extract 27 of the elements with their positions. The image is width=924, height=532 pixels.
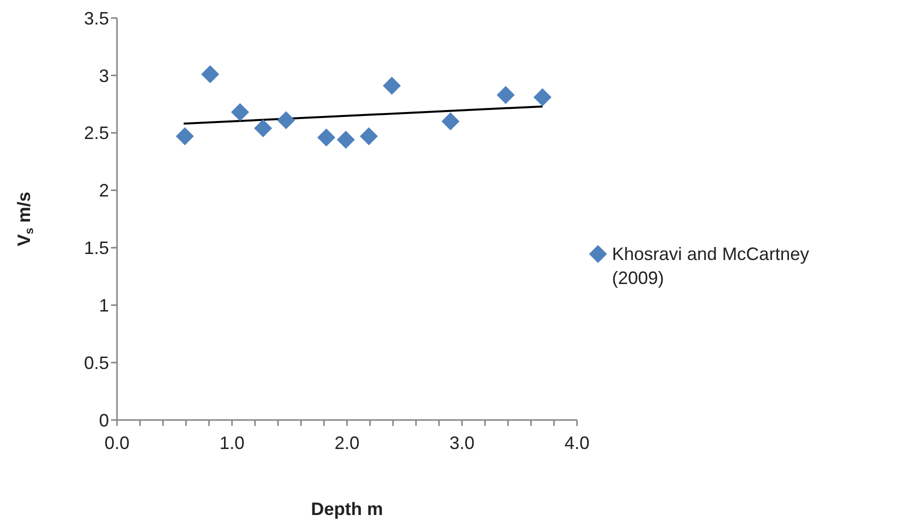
point [496, 86, 515, 104]
y-tick-label: 0.5 [84, 352, 109, 373]
y-tick-label: 2.5 [84, 123, 109, 144]
y-tick-label: 0 [98, 410, 109, 430]
x-axis-title: Depth m [311, 499, 383, 519]
y-tick-label: 2 [98, 180, 109, 201]
point [231, 103, 250, 122]
x-tick-label: 3.0 [449, 432, 475, 453]
y-tick-label: 1.5 [84, 238, 109, 258]
point [360, 127, 378, 146]
y-tick-label: 3 [98, 66, 109, 86]
point [201, 65, 220, 84]
point [442, 112, 460, 130]
x-tick-label: 0.0 [104, 432, 130, 453]
x-tick-label: 4.0 [564, 432, 590, 453]
point [534, 88, 552, 106]
point [336, 130, 355, 149]
point [317, 128, 336, 146]
legend-label: Khosravi and McCartney (2009) [612, 242, 810, 290]
y-tick-label: 1 [98, 296, 109, 316]
point [176, 127, 194, 146]
x-tick-label: 1.0 [219, 432, 245, 453]
point [277, 111, 296, 130]
point [382, 76, 401, 95]
point [254, 119, 272, 138]
y-tick-label: 3.5 [84, 8, 109, 28]
x-tick-label: 2.0 [334, 432, 360, 453]
